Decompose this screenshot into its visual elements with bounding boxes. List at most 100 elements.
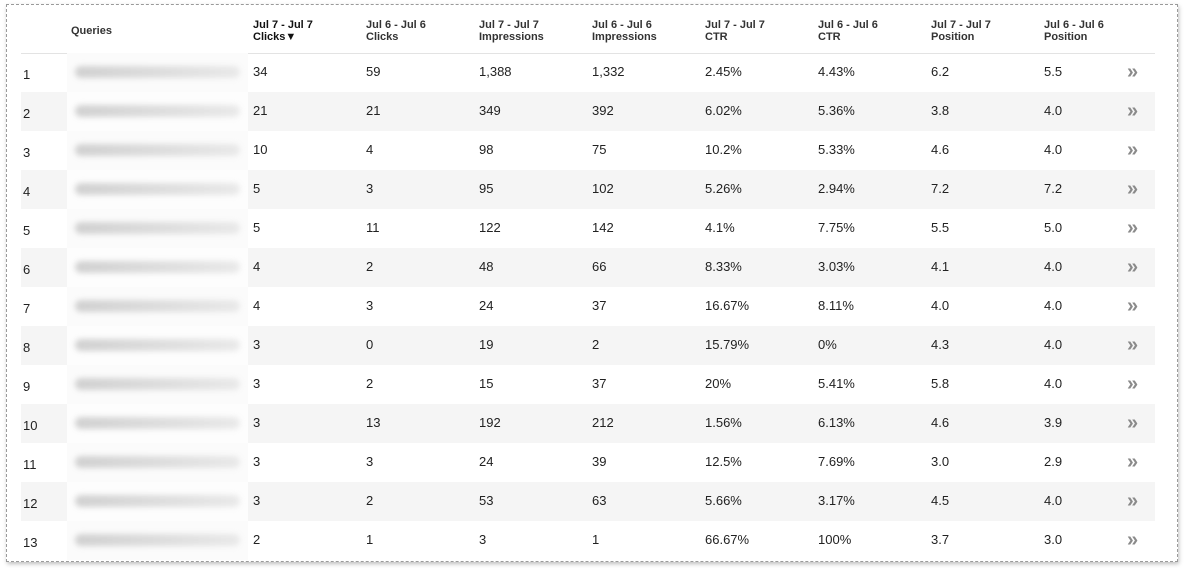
header-label-line2: CTR: [705, 31, 728, 43]
cell-clicks-jul6: 0: [366, 337, 374, 352]
cell-ctr-jul7: 8.33%: [705, 259, 742, 274]
cell-ctr-jul6: 6.13%: [818, 415, 855, 430]
row-rank: 1: [23, 67, 31, 82]
cell-impressions-jul7: 24: [479, 454, 494, 469]
header-impressions-jul7[interactable]: Jul 7 - Jul 7 Impressions: [479, 19, 544, 43]
expand-row-icon[interactable]: »: [1127, 295, 1139, 317]
row-rank: 3: [23, 145, 31, 160]
table-row[interactable]: 13 2 1 3 1 66.67% 100% 3.7 3.0»: [21, 521, 1155, 560]
cell-impressions-jul6: 392: [592, 103, 614, 118]
table-row[interactable]: 3 10 4 98 75 10.2% 5.33% 4.6 4.0 »: [21, 131, 1155, 170]
cell-clicks-jul7: 5: [253, 181, 261, 196]
expand-row-icon[interactable]: »: [1127, 61, 1139, 83]
cell-clicks-jul6: 2: [366, 493, 374, 508]
expand-row-icon[interactable]: »: [1127, 412, 1139, 434]
cell-impressions-jul6: 102: [592, 181, 614, 196]
header-label-line1: Jul 6 - Jul 6: [592, 19, 652, 31]
table-row[interactable]: 4 5 3 95 102 5.26% 2.94% 7.2 7.2 »: [21, 170, 1155, 209]
table-row[interactable]: 7 4 3 24 37 16.67% 8.11% 4.0 4.0 »: [21, 287, 1155, 326]
header-position-jul6[interactable]: Jul 6 - Jul 6 Position: [1044, 19, 1104, 43]
cell-position-jul6: 5.5: [1044, 64, 1063, 79]
cell-position-jul7: 4.6: [931, 142, 950, 157]
cell-ctr-jul6: 8.11%: [818, 298, 854, 313]
expand-row-icon[interactable]: »: [1127, 334, 1139, 356]
expand-row-icon[interactable]: »: [1127, 256, 1139, 278]
header-clicks-jul6[interactable]: Jul 6 - Jul 6 Clicks: [366, 19, 426, 43]
header-ctr-jul6[interactable]: Jul 6 - Jul 6 CTR: [818, 19, 878, 43]
table-row[interactable]: 1 34 59 1,388 1,332 2.45% 4.43% 6.2 5.5 »: [21, 53, 1155, 92]
row-rank: 8: [23, 340, 31, 355]
blurred-query: [75, 183, 240, 195]
query-text-redacted[interactable]: [67, 326, 248, 365]
blurred-query: [75, 105, 240, 117]
cell-clicks-jul6: 21: [366, 103, 381, 118]
cell-ctr-jul7: 5.26%: [705, 181, 742, 196]
cell-clicks-jul6: 2: [366, 259, 374, 274]
header-clicks-jul7[interactable]: Jul 7 - Jul 7 Clicks▼: [253, 19, 313, 43]
cell-impressions-jul7: 3: [479, 532, 487, 547]
cell-impressions-jul6: 212: [592, 415, 614, 430]
cell-clicks-jul7: 21: [253, 103, 268, 118]
header-queries[interactable]: Queries: [71, 25, 112, 37]
cell-clicks-jul6: 13: [366, 415, 381, 430]
table-row[interactable]: 2 21 21 349 392 6.02% 5.36% 3.8 4.0 »: [21, 92, 1155, 131]
cell-impressions-jul7: 19: [479, 337, 494, 352]
query-text-redacted[interactable]: [67, 170, 248, 209]
header-position-jul7[interactable]: Jul 7 - Jul 7 Position: [931, 19, 991, 43]
query-text-redacted[interactable]: [67, 404, 248, 443]
expand-row-icon[interactable]: »: [1127, 490, 1139, 512]
table-row[interactable]: 12 3 2 53 63 5.66% 3.17% 4.5 4.0 »: [21, 482, 1155, 521]
table-row[interactable]: 8 3 0 19 2 15.79% 0% 4.3 4.0 »: [21, 326, 1155, 365]
table-row[interactable]: 10 3 13 192 212 1.56% 6.13% 4.6 3.9 »: [21, 404, 1155, 443]
query-text-redacted[interactable]: [67, 365, 248, 404]
cell-impressions-jul7: 15: [479, 376, 494, 391]
cell-impressions-jul6: 37: [592, 298, 607, 313]
cell-position-jul6: 4.0: [1044, 142, 1063, 157]
header-ctr-jul7[interactable]: Jul 7 - Jul 7 CTR: [705, 19, 765, 43]
table-header: Queries Jul 7 - Jul 7 Clicks▼ Jul 6 - Ju…: [21, 5, 1155, 54]
query-text-redacted[interactable]: [67, 287, 248, 326]
cell-clicks-jul6: 2: [366, 376, 374, 391]
expand-row-icon[interactable]: »: [1127, 451, 1139, 473]
cell-ctr-jul6: 4.43%: [818, 64, 855, 79]
header-label-line2: Clicks: [366, 31, 399, 43]
cell-impressions-jul6: 75: [592, 142, 607, 157]
expand-row-icon[interactable]: »: [1127, 139, 1139, 161]
cell-position-jul7: 4.3: [931, 337, 950, 352]
cell-impressions-jul6: 2: [592, 337, 600, 352]
expand-row-icon[interactable]: »: [1127, 373, 1139, 395]
cell-clicks-jul7: 2: [253, 532, 261, 547]
expand-row-icon[interactable]: »: [1127, 100, 1139, 122]
query-text-redacted[interactable]: [67, 131, 248, 170]
header-queries-label: Queries: [71, 25, 112, 37]
query-text-redacted[interactable]: [67, 521, 248, 560]
query-text-redacted[interactable]: [67, 248, 248, 287]
query-text-redacted[interactable]: [67, 482, 248, 521]
query-text-redacted[interactable]: [67, 92, 248, 131]
expand-row-icon[interactable]: »: [1127, 529, 1139, 551]
table-row[interactable]: 6 4 2 48 66 8.33% 3.03% 4.1 4.0 »: [21, 248, 1155, 287]
cell-clicks-jul6: 4: [366, 142, 374, 157]
cell-ctr-jul7: 5.66%: [705, 493, 742, 508]
header-label-line1: Jul 7 - Jul 7: [705, 19, 765, 31]
cell-position-jul7: 5.5: [931, 220, 950, 235]
cell-clicks-jul6: 3: [366, 298, 374, 313]
query-text-redacted[interactable]: [67, 209, 248, 248]
cell-clicks-jul6: 11: [366, 220, 380, 235]
cell-impressions-jul6: 142: [592, 220, 614, 235]
query-text-redacted[interactable]: [67, 443, 248, 482]
table-row[interactable]: 9 3 2 15 37 20% 5.41% 5.8 4.0 »: [21, 365, 1155, 404]
query-text-redacted[interactable]: [67, 53, 248, 92]
table-row[interactable]: 5 5 11 122 142 4.1% 7.75% 5.5 5.0 »: [21, 209, 1155, 248]
header-label-line1: Jul 7 - Jul 7: [479, 19, 539, 31]
cell-ctr-jul7: 12.5%: [705, 454, 742, 469]
expand-row-icon[interactable]: »: [1127, 178, 1139, 200]
expand-row-icon[interactable]: »: [1127, 217, 1139, 239]
cell-impressions-jul6: 1: [592, 532, 600, 547]
cell-impressions-jul7: 53: [479, 493, 494, 508]
cell-ctr-jul6: 7.75%: [818, 220, 855, 235]
table-row[interactable]: 11 3 3 24 39 12.5% 7.69% 3.0 2.9 »: [21, 443, 1155, 482]
cell-position-jul6: 4.0: [1044, 376, 1063, 391]
cell-position-jul7: 3.7: [931, 532, 950, 547]
header-impressions-jul6[interactable]: Jul 6 - Jul 6 Impressions: [592, 19, 657, 43]
